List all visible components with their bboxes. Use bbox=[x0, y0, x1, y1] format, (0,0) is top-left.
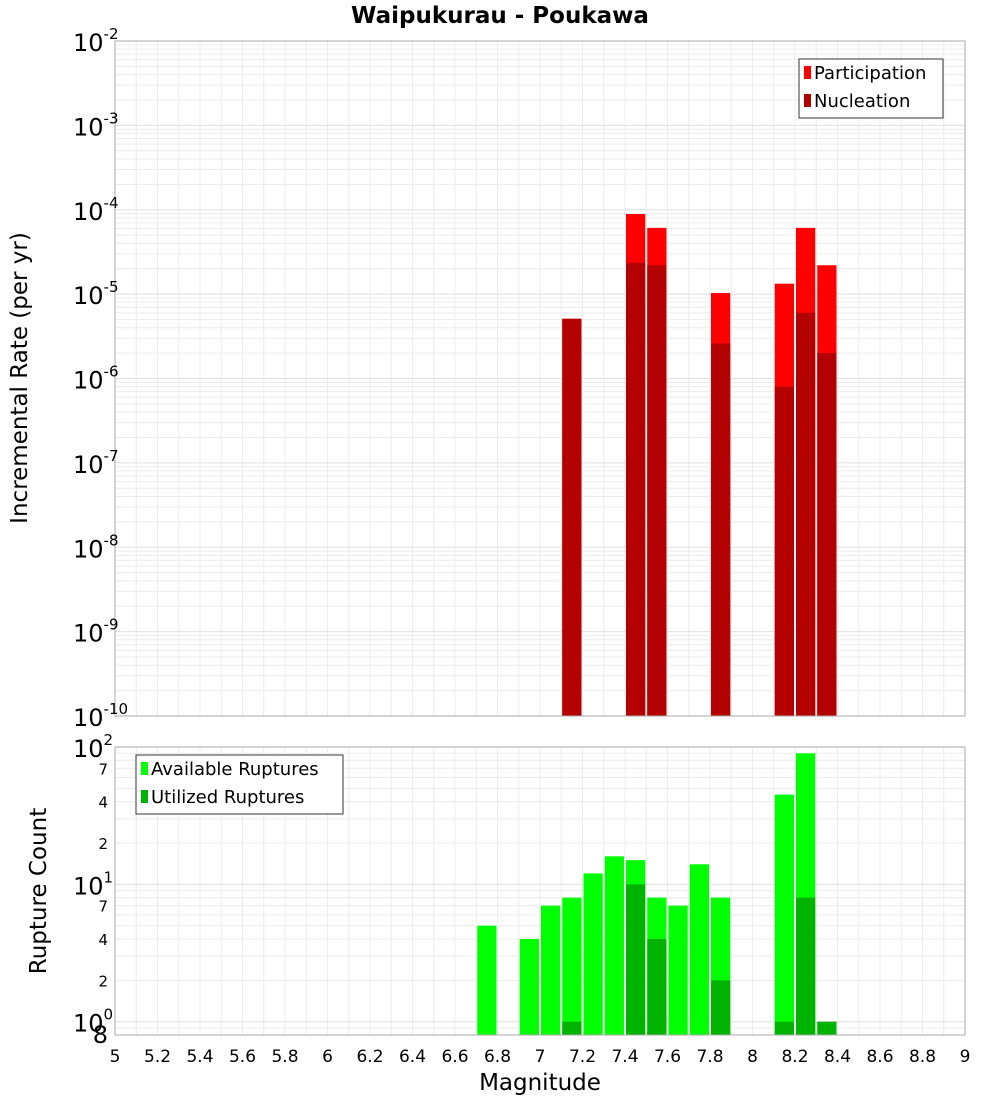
rate-bar-nucleation bbox=[796, 312, 816, 716]
x-ticks: 5 5.2 5.4 5.6 5.8 6 6.2 6.4 6.6 6.8 7 7.2 7.4 7.6 7.8 8… bbox=[110, 1047, 971, 1067]
rate-y-tick-label: 10-5 bbox=[73, 278, 119, 310]
rate-plot-legend: Participation Nucleation bbox=[798, 58, 944, 119]
rate-y-tick-label: 10-4 bbox=[73, 194, 119, 226]
rate-bar-nucleation bbox=[562, 318, 582, 716]
count-y-minor-tick-label: 4 bbox=[98, 794, 108, 812]
x-tick-label: 7.2 bbox=[569, 1047, 596, 1067]
rate-bar-nucleation bbox=[817, 353, 837, 716]
rate-y-tick-label: 10-9 bbox=[73, 616, 119, 648]
rate-bar-nucleation bbox=[774, 386, 794, 716]
count-y-major-tick-label: 100 bbox=[73, 1006, 113, 1038]
count-bar-available-ruptures bbox=[519, 939, 539, 1035]
count-plot-y-axis-label: Rupture Count bbox=[26, 808, 52, 974]
rate-legend-label: Participation bbox=[814, 63, 926, 84]
count-legend-label: Available Ruptures bbox=[151, 759, 319, 780]
x-tick-label: 8.2 bbox=[781, 1047, 808, 1067]
count-bar-utilized-ruptures bbox=[774, 1021, 794, 1035]
count-bar-available-ruptures bbox=[541, 905, 561, 1035]
x-tick-label: 7.4 bbox=[611, 1047, 638, 1067]
rate-bar-nucleation bbox=[711, 343, 731, 716]
rate-bar-nucleation bbox=[626, 262, 646, 716]
rate-plot-y-axis-label: Incremental Rate (per yr) bbox=[7, 232, 33, 524]
count-y-major-tick-label: 101 bbox=[73, 868, 113, 900]
count-y-minor-tick-label: 2 bbox=[98, 972, 108, 990]
count-plot-legend: Available Ruptures Utilized Ruptures bbox=[135, 754, 344, 815]
count-bar-utilized-ruptures bbox=[796, 897, 816, 1035]
count-legend-box bbox=[135, 754, 344, 815]
rate-plot: 10-10 10-9 10-8 10-7 10-6 10-5 10-4 10-3 10-2 In… bbox=[7, 25, 966, 732]
count-bar-utilized-ruptures bbox=[647, 939, 667, 1035]
count-bar-utilized-ruptures bbox=[817, 1021, 837, 1035]
x-tick-label: 9 bbox=[960, 1047, 971, 1067]
x-tick-label: 8.8 bbox=[909, 1047, 936, 1067]
x-tick-label: 7 bbox=[535, 1047, 546, 1067]
x-tick-label: 6.8 bbox=[484, 1047, 511, 1067]
x-tick-label: 7.6 bbox=[654, 1047, 681, 1067]
count-bar-available-ruptures bbox=[562, 897, 582, 1035]
rate-plot-y-ticks: 10-10 10-9 10-8 10-7 10-6 10-5 10-4 10-3 10-2 bbox=[73, 25, 128, 732]
x-tick-label: 5.4 bbox=[186, 1047, 213, 1067]
count-bar-available-ruptures bbox=[689, 864, 709, 1035]
count-legend-label: Utilized Ruptures bbox=[151, 787, 304, 808]
rate-legend-swatch bbox=[804, 94, 811, 107]
x-axis-label: Magnitude bbox=[479, 1070, 601, 1096]
count-bar-utilized-ruptures bbox=[626, 884, 646, 1035]
count-bar-available-ruptures bbox=[668, 905, 688, 1035]
rate-plot-frame bbox=[114, 40, 966, 717]
count-y-minor-tick-label: 2 bbox=[98, 835, 108, 853]
rate-bar-nucleation bbox=[647, 265, 667, 716]
x-tick-label: 8.4 bbox=[824, 1047, 851, 1067]
rate-legend-swatch bbox=[804, 66, 811, 79]
x-tick-label: 6.4 bbox=[399, 1047, 426, 1067]
count-bar-available-ruptures bbox=[583, 873, 603, 1035]
count-plot: 100 101 102 8 2 4 7 2 4 7 Rupture Count Available… bbox=[26, 731, 970, 1096]
count-legend-swatch bbox=[141, 790, 148, 803]
count-y-major-tick-label: 102 bbox=[73, 731, 113, 763]
rate-y-tick-label: 10-2 bbox=[73, 25, 119, 57]
count-plot-bars bbox=[477, 753, 837, 1035]
chart-title: Waipukurau - Poukawa bbox=[351, 3, 649, 29]
x-tick-label: 7.8 bbox=[696, 1047, 723, 1067]
count-legend-swatch bbox=[141, 762, 148, 775]
count-bar-utilized-ruptures bbox=[711, 980, 731, 1035]
x-tick-label: 6.6 bbox=[441, 1047, 468, 1067]
count-y-minor-tick-label: 4 bbox=[98, 931, 108, 949]
rate-legend-box bbox=[798, 58, 944, 119]
rate-y-tick-label: 10-10 bbox=[73, 700, 128, 732]
rate-plot-grid bbox=[114, 41, 966, 717]
x-tick-label: 5.8 bbox=[271, 1047, 298, 1067]
rate-legend-label: Nucleation bbox=[814, 91, 910, 112]
x-tick-label: 6.2 bbox=[356, 1047, 383, 1067]
count-y-minor-tick-label: 7 bbox=[98, 760, 108, 778]
x-tick-label: 5.6 bbox=[229, 1047, 256, 1067]
count-bar-utilized-ruptures bbox=[562, 1021, 582, 1035]
rate-y-tick-label: 10-8 bbox=[73, 531, 119, 563]
count-y-minor-tick-label: 7 bbox=[98, 898, 108, 916]
x-tick-label: 5 bbox=[110, 1047, 121, 1067]
x-tick-label: 8 bbox=[747, 1047, 758, 1067]
count-plot-frame bbox=[114, 746, 966, 1036]
count-plot-y-ticks: 100 101 102 8 2 4 7 2 4 7 bbox=[73, 731, 113, 1049]
rate-y-tick-label: 10-7 bbox=[73, 447, 119, 479]
rate-y-tick-label: 10-3 bbox=[73, 109, 119, 141]
count-plot-grid bbox=[114, 747, 966, 1036]
count-bar-available-ruptures bbox=[604, 856, 624, 1035]
count-y-minor-tick-label: 8 bbox=[93, 1021, 108, 1049]
rate-y-tick-label: 10-6 bbox=[73, 363, 119, 395]
count-bar-available-ruptures bbox=[774, 794, 794, 1035]
count-bar-available-ruptures bbox=[477, 925, 497, 1035]
x-tick-label: 8.6 bbox=[866, 1047, 893, 1067]
rate-plot-bars bbox=[562, 214, 837, 717]
x-tick-label: 5.2 bbox=[144, 1047, 171, 1067]
x-tick-label: 6 bbox=[322, 1047, 333, 1067]
